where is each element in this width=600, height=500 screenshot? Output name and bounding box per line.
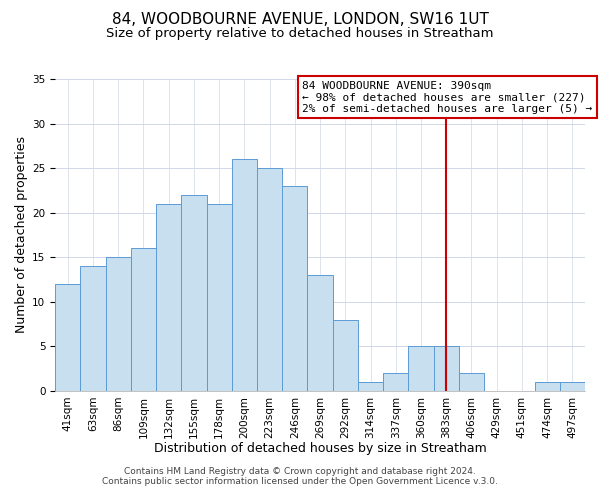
Bar bbox=[156, 204, 181, 391]
Text: 84 WOODBOURNE AVENUE: 390sqm
← 98% of detached houses are smaller (227)
2% of se: 84 WOODBOURNE AVENUE: 390sqm ← 98% of de… bbox=[302, 81, 593, 114]
Bar bbox=[181, 195, 206, 391]
Bar bbox=[383, 373, 409, 391]
Bar bbox=[206, 204, 232, 391]
Text: Size of property relative to detached houses in Streatham: Size of property relative to detached ho… bbox=[106, 28, 494, 40]
Bar bbox=[307, 275, 332, 391]
Bar bbox=[459, 373, 484, 391]
Bar bbox=[282, 186, 307, 391]
Bar bbox=[409, 346, 434, 391]
Y-axis label: Number of detached properties: Number of detached properties bbox=[15, 136, 28, 334]
Bar bbox=[535, 382, 560, 391]
Bar bbox=[55, 284, 80, 391]
X-axis label: Distribution of detached houses by size in Streatham: Distribution of detached houses by size … bbox=[154, 442, 487, 455]
Bar bbox=[232, 159, 257, 391]
Bar bbox=[358, 382, 383, 391]
Bar bbox=[80, 266, 106, 391]
Text: 84, WOODBOURNE AVENUE, LONDON, SW16 1UT: 84, WOODBOURNE AVENUE, LONDON, SW16 1UT bbox=[112, 12, 488, 28]
Bar bbox=[332, 320, 358, 391]
Text: Contains HM Land Registry data © Crown copyright and database right 2024.
Contai: Contains HM Land Registry data © Crown c… bbox=[102, 466, 498, 486]
Bar bbox=[106, 257, 131, 391]
Bar bbox=[257, 168, 282, 391]
Bar bbox=[560, 382, 585, 391]
Bar bbox=[434, 346, 459, 391]
Bar bbox=[131, 248, 156, 391]
